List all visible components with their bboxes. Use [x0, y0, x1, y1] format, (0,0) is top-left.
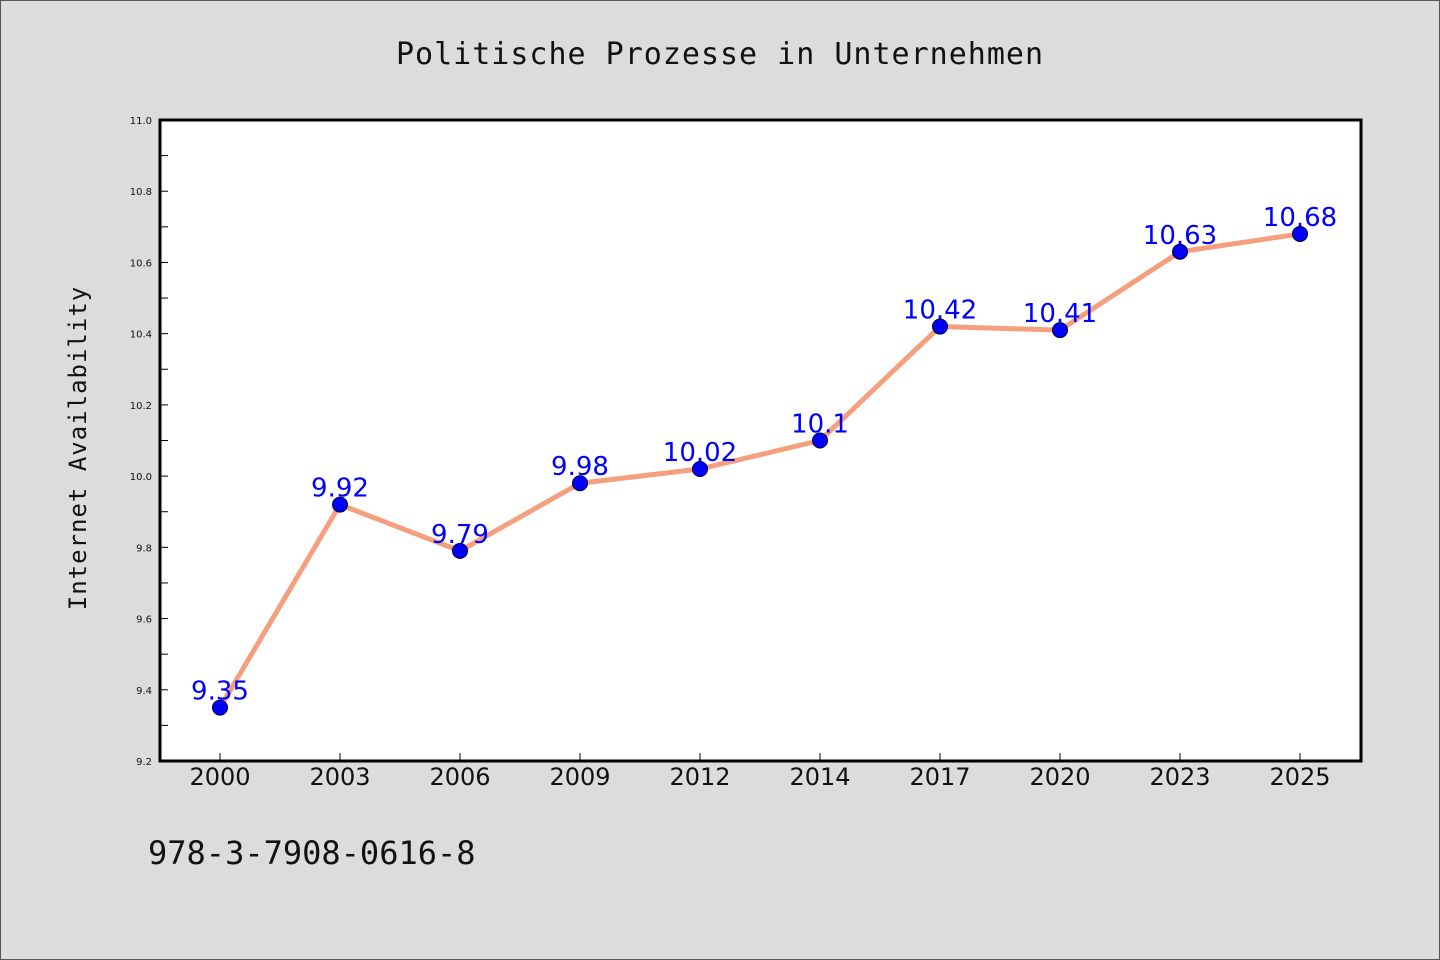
series-line	[217, 231, 1303, 711]
chart-title: Politische Prozesse in Unternehmen	[396, 37, 1044, 72]
y-tick-label: 10.4	[130, 330, 152, 341]
data-label: 10.02	[663, 438, 737, 468]
x-tick-label: 2023	[1149, 763, 1210, 791]
data-series	[212, 225, 1308, 716]
data-point	[1052, 322, 1068, 339]
data-point	[1292, 225, 1308, 242]
x-tick-label: 2012	[669, 763, 730, 791]
data-point	[572, 475, 588, 492]
y-tick-label: 9.8	[136, 543, 152, 554]
y-tick-label: 11.0	[130, 116, 152, 127]
data-label: 9.92	[311, 474, 369, 504]
data-point	[812, 432, 828, 449]
data-label: 10.1	[791, 410, 849, 440]
x-tick-label: 2025	[1269, 763, 1330, 791]
y-tick-label: 9.6	[136, 615, 152, 626]
x-tick-label: 2006	[429, 763, 490, 791]
data-label: 9.98	[551, 452, 609, 482]
data-label: 10.68	[1263, 203, 1337, 233]
data-point	[932, 318, 948, 335]
data-label: 10.63	[1143, 221, 1217, 251]
x-axis: 2000 2003 2006 2009 2012 2014 2017 2020 2023 2025	[189, 753, 1331, 791]
x-tick-label: 2014	[789, 763, 850, 791]
plot-area	[158, 118, 1363, 763]
y-tick-label: 10.8	[130, 187, 152, 198]
y-axis: 9.2 9.4 9.6 9.8 10.0 10.2 10.4 10.6 10.8 11.0	[130, 116, 168, 768]
y-tick-label: 10.6	[130, 258, 152, 269]
y-tick-label: 9.4	[136, 686, 152, 697]
data-point	[692, 460, 708, 477]
data-label: 9.79	[431, 520, 489, 550]
data-point	[212, 699, 228, 716]
x-tick-label: 2017	[909, 763, 970, 791]
x-tick-label: 2009	[549, 763, 610, 791]
data-point	[1172, 243, 1188, 260]
y-axis-label: Internet Availability	[64, 286, 92, 610]
data-label: 9.35	[191, 677, 249, 707]
data-label: 10.42	[903, 296, 977, 326]
x-tick-label: 2000	[189, 763, 250, 791]
isbn-footer: 978-3-7908-0616-8	[148, 834, 476, 872]
y-tick-label: 10.2	[130, 401, 152, 412]
y-tick-label: 10.0	[130, 472, 152, 483]
data-labels: 9.35 9.92 9.79 9.98 10.02 10.1 10.42 10.41 10.63…	[191, 203, 1337, 707]
data-point	[452, 542, 468, 559]
x-tick-label: 2020	[1029, 763, 1090, 791]
x-tick-label: 2003	[309, 763, 370, 791]
data-point	[332, 496, 348, 513]
data-label: 10.41	[1023, 299, 1097, 329]
y-tick-label: 9.2	[136, 757, 152, 768]
